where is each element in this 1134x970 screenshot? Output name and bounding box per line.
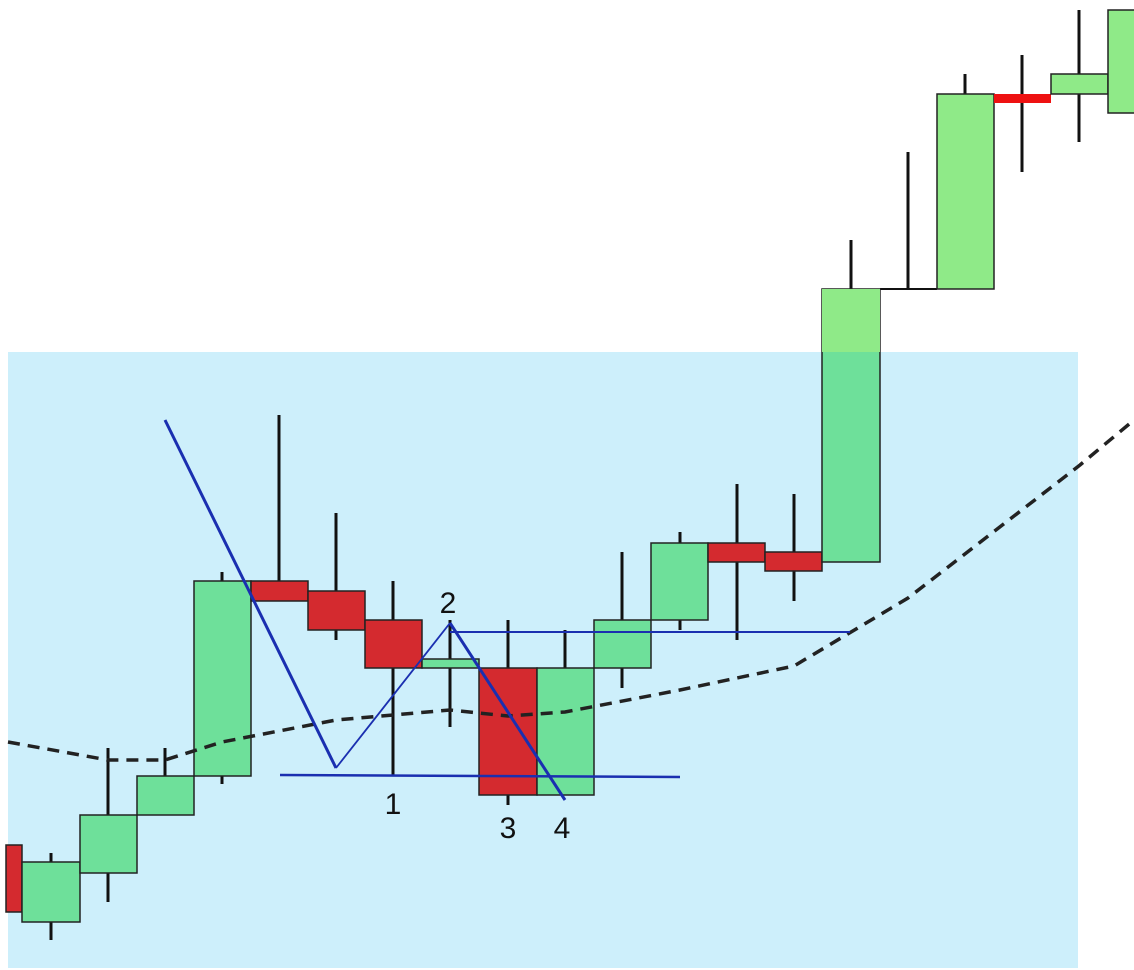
point-label: 4 bbox=[554, 812, 571, 845]
highlight-zone bbox=[8, 352, 1078, 968]
candle-bodies bbox=[5, 9, 1134, 923]
moving-average bbox=[7, 418, 1134, 762]
pattern-lines bbox=[163, 419, 850, 801]
point-label: 1 bbox=[385, 788, 402, 821]
point-label: 2 bbox=[440, 587, 457, 620]
point-label: 3 bbox=[500, 812, 517, 845]
